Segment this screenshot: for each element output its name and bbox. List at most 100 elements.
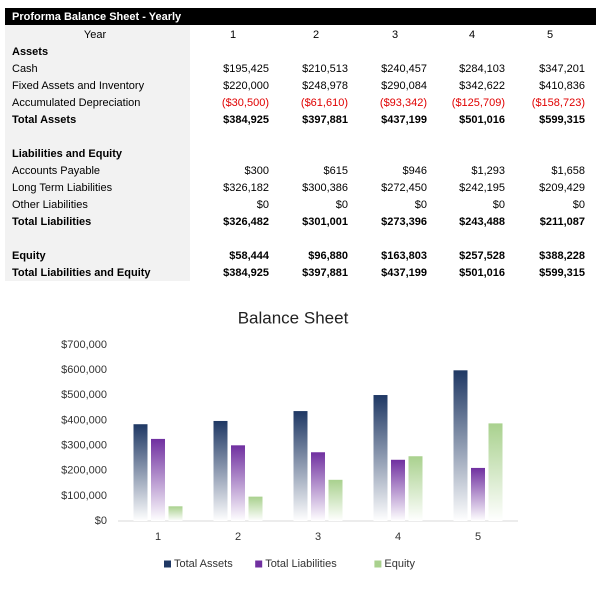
y-tick-label: $700,000 bbox=[61, 339, 107, 351]
cell-value: ($125,709) bbox=[452, 97, 505, 109]
row-label: Liabilities and Equity bbox=[12, 148, 123, 160]
cell-value: $0 bbox=[573, 199, 585, 211]
row-label: Accumulated Depreciation bbox=[12, 97, 140, 109]
bar bbox=[231, 445, 245, 521]
cell-value: $501,016 bbox=[459, 267, 505, 279]
cell-value: $946 bbox=[403, 165, 427, 177]
title-bar bbox=[5, 8, 596, 25]
column-header: 5 bbox=[547, 29, 553, 41]
y-tick-label: $200,000 bbox=[61, 465, 107, 477]
cell-value: $300,386 bbox=[302, 182, 348, 194]
cell-value: $388,228 bbox=[539, 250, 585, 262]
chart-title: Balance Sheet bbox=[238, 308, 349, 327]
row-label: Total Assets bbox=[12, 114, 76, 126]
y-tick-label: $0 bbox=[95, 515, 107, 527]
cell-value: $290,084 bbox=[381, 80, 427, 92]
bar bbox=[391, 459, 405, 521]
cell-value: $284,103 bbox=[459, 63, 505, 75]
cell-value: $0 bbox=[493, 199, 505, 211]
x-tick-label: 4 bbox=[395, 531, 401, 543]
cell-value: $397,881 bbox=[302, 114, 348, 126]
cell-value: $301,001 bbox=[302, 216, 348, 228]
cell-value: $248,978 bbox=[302, 80, 348, 92]
cell-value: ($93,342) bbox=[380, 97, 427, 109]
cell-value: $209,429 bbox=[539, 182, 585, 194]
cell-value: $211,087 bbox=[540, 216, 585, 228]
y-tick-label: $300,000 bbox=[61, 439, 107, 451]
row-label: Assets bbox=[12, 46, 48, 58]
cell-value: $326,182 bbox=[223, 182, 269, 194]
cell-value: $1,293 bbox=[471, 165, 505, 177]
cell-value: $342,622 bbox=[459, 80, 505, 92]
legend-swatch bbox=[164, 560, 171, 568]
row-label: Total Liabilities and Equity bbox=[12, 267, 151, 279]
cell-value: ($61,610) bbox=[301, 97, 348, 109]
bar bbox=[248, 496, 263, 521]
y-tick-label: $500,000 bbox=[61, 389, 107, 401]
bar bbox=[133, 424, 148, 521]
x-tick-label: 5 bbox=[475, 531, 481, 543]
cell-value: $615 bbox=[324, 165, 348, 177]
cell-value: $240,457 bbox=[381, 63, 427, 75]
y-tick-label: $100,000 bbox=[61, 490, 107, 502]
cell-value: $195,425 bbox=[223, 63, 269, 75]
cell-value: $300 bbox=[245, 165, 269, 177]
row-label: Fixed Assets and Inventory bbox=[12, 80, 145, 92]
cell-value: $0 bbox=[257, 199, 269, 211]
cell-value: $326,482 bbox=[223, 216, 269, 228]
cell-value: $0 bbox=[415, 199, 427, 211]
y-tick-label: $400,000 bbox=[61, 414, 107, 426]
cell-value: $210,513 bbox=[302, 63, 348, 75]
cell-value: $384,925 bbox=[223, 267, 269, 279]
column-header: 3 bbox=[392, 29, 398, 41]
cell-value: $273,396 bbox=[381, 216, 427, 228]
x-tick-label: 3 bbox=[315, 531, 321, 543]
cell-value: $437,199 bbox=[381, 114, 427, 126]
bar bbox=[373, 395, 388, 521]
cell-value: ($30,500) bbox=[222, 97, 269, 109]
column-header: 2 bbox=[313, 29, 319, 41]
legend-swatch bbox=[374, 560, 382, 568]
column-header: 4 bbox=[469, 29, 475, 41]
cell-value: $220,000 bbox=[223, 80, 269, 92]
cell-value: $257,528 bbox=[459, 250, 505, 262]
row-label: Equity bbox=[12, 250, 46, 262]
row-label: Total Liabilities bbox=[12, 216, 91, 228]
bar bbox=[488, 423, 503, 521]
column-header: 1 bbox=[230, 29, 236, 41]
row-label: Cash bbox=[12, 63, 38, 75]
bar bbox=[328, 479, 343, 521]
cell-value: $1,658 bbox=[551, 165, 585, 177]
cell-value: $599,315 bbox=[539, 114, 585, 126]
cell-value: $0 bbox=[336, 199, 348, 211]
cell-value: $242,195 bbox=[459, 182, 505, 194]
bar bbox=[453, 370, 468, 521]
y-tick-label: $600,000 bbox=[61, 364, 107, 376]
cell-value: $163,803 bbox=[381, 250, 427, 262]
legend-label: Equity bbox=[384, 558, 415, 570]
cell-value: $410,836 bbox=[539, 80, 585, 92]
cell-value: $347,201 bbox=[539, 63, 585, 75]
cell-value: $599,315 bbox=[539, 267, 585, 279]
cell-value: $58,444 bbox=[229, 250, 270, 262]
bar bbox=[168, 506, 183, 521]
bar bbox=[213, 420, 228, 521]
label-column-bg bbox=[5, 25, 190, 281]
bar bbox=[471, 467, 485, 521]
cell-value: $437,199 bbox=[381, 267, 427, 279]
cell-value: $384,925 bbox=[223, 114, 269, 126]
cell-value: ($158,723) bbox=[532, 97, 585, 109]
bar bbox=[151, 438, 165, 521]
legend-label: Total Assets bbox=[174, 558, 233, 570]
cell-value: $243,488 bbox=[459, 216, 505, 228]
x-tick-label: 1 bbox=[155, 531, 161, 543]
cell-value: $96,880 bbox=[308, 250, 348, 262]
legend-label: Total Liabilities bbox=[265, 558, 337, 570]
row-label: Long Term Liabilities bbox=[12, 182, 113, 194]
legend-swatch bbox=[255, 560, 263, 568]
bar bbox=[311, 452, 325, 521]
bar bbox=[408, 456, 423, 521]
row-label: Accounts Payable bbox=[12, 165, 100, 177]
cell-value: $272,450 bbox=[381, 182, 427, 194]
